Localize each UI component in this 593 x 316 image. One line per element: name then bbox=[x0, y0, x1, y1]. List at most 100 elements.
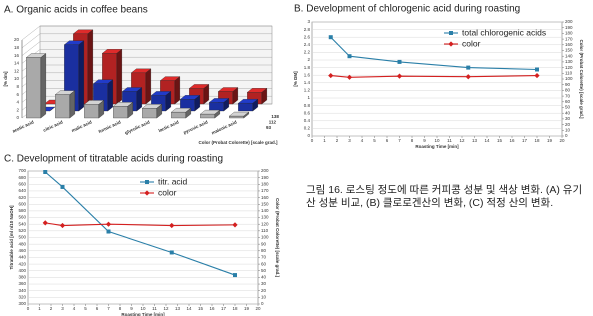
y2-tick-label: 150 bbox=[261, 201, 269, 206]
bar-face bbox=[238, 103, 254, 112]
bar bbox=[237, 98, 259, 112]
y-tick-label: 2.6 bbox=[304, 34, 311, 39]
x-tick-label: citric acid bbox=[42, 119, 63, 133]
y2-tick-label: 30 bbox=[565, 116, 571, 121]
x-tick-label: 0 bbox=[311, 138, 314, 143]
x-tick-label: 1 bbox=[323, 138, 326, 143]
x-tick-label: 16 bbox=[209, 306, 215, 311]
x-tick-label: 18 bbox=[534, 138, 540, 143]
y-tick-label: 0.4 bbox=[304, 118, 311, 123]
x-tick-label: malic acid bbox=[71, 119, 93, 133]
bar bbox=[199, 109, 221, 119]
y-tick-label: 14 bbox=[14, 61, 20, 66]
bar-face bbox=[223, 98, 230, 112]
x-tick-label: 8 bbox=[411, 138, 414, 143]
y2-tick-label: 200 bbox=[565, 19, 573, 24]
x-tick-label: 14 bbox=[484, 138, 490, 143]
y-tick-label: 0 bbox=[16, 115, 19, 120]
point bbox=[535, 67, 539, 72]
y-tick-label: 2.4 bbox=[304, 42, 311, 47]
x-tick-label: 10 bbox=[140, 306, 146, 311]
x-tick-label: 13 bbox=[472, 138, 478, 143]
x-tick-label: lactic acid bbox=[158, 119, 180, 133]
x-tick-label: 11 bbox=[447, 138, 452, 143]
y-tick-label: 1.6 bbox=[304, 72, 311, 77]
bar-face bbox=[243, 111, 250, 119]
bar-face bbox=[214, 109, 221, 119]
x-tick-label: 1 bbox=[38, 306, 41, 311]
y-tick-label: 10 bbox=[14, 76, 20, 81]
y2-tick-label: 0 bbox=[261, 301, 264, 306]
x-tick-label: 4 bbox=[73, 306, 76, 311]
x-tick-label: 7 bbox=[107, 306, 110, 311]
legend-marker bbox=[144, 190, 150, 196]
legend-label: 112 bbox=[269, 120, 277, 125]
legend-marker bbox=[449, 31, 453, 35]
bar-face bbox=[78, 40, 84, 112]
x-tick-label: 12 bbox=[459, 138, 465, 143]
point bbox=[169, 222, 175, 229]
z-axis-label: Color (Probat Colorette) [scale grad.] bbox=[198, 140, 278, 145]
legend-marker bbox=[145, 180, 149, 184]
y2-axis-label: Color (Probat Colorette) [scale grad.] bbox=[579, 39, 584, 119]
y2-tick-label: 30 bbox=[261, 281, 267, 286]
y2-tick-label: 20 bbox=[565, 122, 571, 127]
bar bbox=[208, 98, 230, 112]
point bbox=[105, 221, 112, 227]
x-tick-label: 6 bbox=[96, 306, 99, 311]
y-tick-label: 8 bbox=[16, 84, 19, 89]
y-tick-label: 2.8 bbox=[304, 27, 311, 32]
y-tick-label: 520 bbox=[18, 228, 26, 233]
side-grid-line bbox=[21, 25, 41, 41]
point bbox=[233, 273, 237, 278]
x-tick-label: 16 bbox=[509, 138, 515, 143]
bar-face bbox=[84, 104, 99, 119]
y-tick-label: 380 bbox=[18, 275, 26, 280]
bar-face bbox=[55, 94, 70, 119]
x-tick-label: 20 bbox=[255, 306, 261, 311]
y-tick-label: 460 bbox=[18, 248, 26, 253]
y-axis-label: [% dm] bbox=[3, 71, 8, 87]
side-grid-line bbox=[21, 41, 41, 56]
x-tick-label: glycolic acid bbox=[124, 119, 151, 135]
y-axis-label: [% DM] bbox=[293, 71, 298, 87]
bar bbox=[83, 100, 105, 119]
x-tick-label: 3 bbox=[61, 306, 64, 311]
point bbox=[106, 229, 111, 234]
bar bbox=[228, 111, 250, 119]
bar-face bbox=[116, 48, 122, 105]
point bbox=[466, 65, 471, 70]
y2-tick-label: 140 bbox=[261, 208, 269, 213]
y2-tick-label: 80 bbox=[565, 88, 571, 93]
y2-tick-label: 0 bbox=[565, 133, 568, 138]
y-tick-label: 620 bbox=[18, 195, 26, 200]
x-tick-label: 17 bbox=[221, 306, 227, 311]
x-tick-label: 2 bbox=[50, 306, 53, 311]
y2-tick-label: 120 bbox=[565, 65, 573, 70]
bar-face bbox=[26, 57, 42, 119]
y-tick-label: 0.6 bbox=[304, 110, 311, 115]
x-tick-label: acetic acid bbox=[12, 119, 35, 133]
point bbox=[42, 220, 48, 226]
y-tick-label: 360 bbox=[18, 281, 26, 286]
y-tick-label: 1.8 bbox=[304, 65, 311, 70]
bar bbox=[179, 94, 201, 112]
y-tick-label: 300 bbox=[18, 301, 26, 306]
y-tick-label: 2.2 bbox=[304, 50, 311, 55]
x-tick-label: 4 bbox=[361, 138, 364, 143]
point bbox=[60, 184, 65, 189]
bar-face bbox=[200, 113, 216, 119]
x-tick-label: pyruvic acid bbox=[183, 119, 209, 135]
y2-tick-label: 50 bbox=[565, 105, 571, 110]
x-tick-label: 20 bbox=[559, 138, 565, 143]
y2-axis-label: Color (Probat Colorette) [scale grad.] bbox=[275, 198, 280, 278]
y-tick-label: 580 bbox=[18, 208, 26, 213]
legend-label: color bbox=[158, 187, 177, 197]
y-tick-label: 0 bbox=[307, 133, 310, 138]
y2-tick-label: 110 bbox=[565, 70, 573, 75]
bar-face bbox=[174, 76, 181, 105]
y-tick-label: 0.8 bbox=[304, 103, 311, 108]
y2-tick-label: 40 bbox=[261, 275, 267, 280]
y-tick-label: 6 bbox=[16, 92, 19, 97]
